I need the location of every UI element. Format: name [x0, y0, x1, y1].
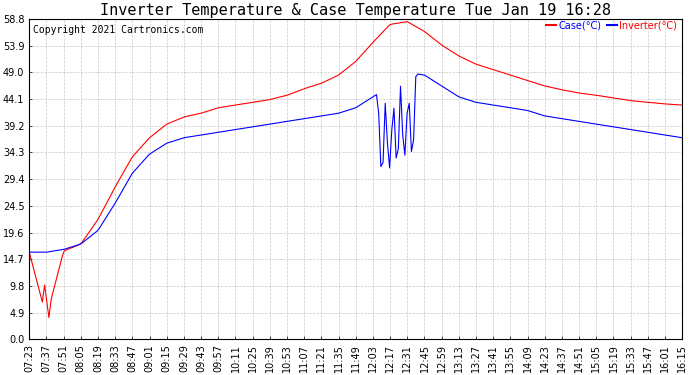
Text: Copyright 2021 Cartronics.com: Copyright 2021 Cartronics.com — [32, 26, 203, 35]
Legend: Case(°C), Inverter(°C): Case(°C), Inverter(°C) — [546, 21, 678, 31]
Title: Inverter Temperature & Case Temperature Tue Jan 19 16:28: Inverter Temperature & Case Temperature … — [100, 3, 611, 18]
